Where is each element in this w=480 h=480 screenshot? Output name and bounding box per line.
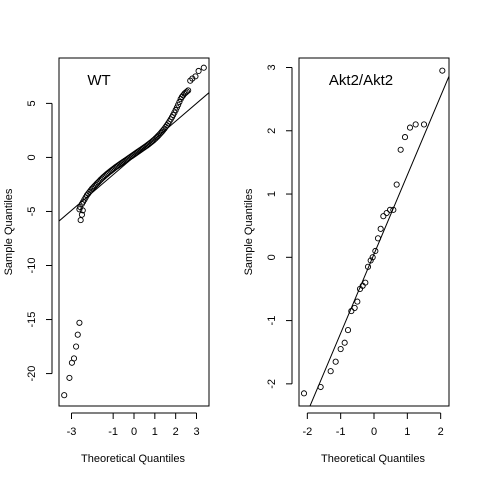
y-tick-label: 1 (266, 191, 278, 197)
data-point (77, 204, 84, 211)
x-tick-label: 2 (173, 426, 179, 438)
x-tick-label: 3 (193, 426, 199, 438)
data-point (412, 121, 419, 128)
data-point (175, 101, 182, 108)
data-point (354, 298, 361, 305)
data-point (337, 346, 344, 353)
data-point (386, 206, 394, 213)
y-tick-label: -10 (26, 258, 38, 274)
panel-2: -2 -1 0 1 2 -2 -1 0 1 2 3 Akt2/Akt2 Theoretical Quan… (243, 57, 450, 465)
data-point (317, 383, 324, 391)
plot-frame (58, 57, 210, 407)
data-point (367, 257, 374, 264)
data-point (300, 390, 308, 397)
data-point (377, 225, 384, 232)
data-point (185, 87, 192, 94)
data-point (348, 308, 355, 315)
y-tick-label: 0 (26, 154, 38, 160)
data-point (61, 392, 68, 399)
data-point (73, 343, 80, 350)
x-tick-label: 1 (152, 426, 158, 438)
y-tick-label: -1 (266, 316, 278, 326)
y-tick-label: -20 (26, 366, 38, 382)
data-point (390, 206, 397, 213)
x-tick-label: -1 (108, 426, 118, 438)
x-tick-label: 0 (131, 426, 137, 438)
x-axis-label: Theoretical Quantiles (81, 453, 185, 465)
x-tick-label: -2 (302, 426, 312, 438)
data-point (66, 374, 73, 381)
panel-title: Akt2/Akt2 (329, 72, 393, 89)
data-point (341, 339, 348, 346)
y-axis-label: Sample Quantiles (243, 188, 255, 275)
data-point (327, 368, 334, 375)
data-point (364, 263, 372, 270)
data-point (70, 355, 78, 362)
data-point (183, 88, 190, 95)
data-point (401, 134, 409, 141)
x-tick-label: -1 (336, 426, 346, 438)
data-point (369, 254, 376, 261)
data-point (420, 121, 428, 128)
data-point (406, 124, 414, 131)
data-point (397, 146, 404, 153)
data-point (78, 211, 85, 218)
data-point (383, 209, 390, 217)
data-point (393, 181, 400, 188)
y-tick-label: 2 (266, 128, 278, 134)
data-point (362, 279, 369, 286)
data-point (74, 331, 81, 338)
data-point (176, 98, 183, 106)
data-point (380, 213, 387, 220)
qq-reference-line (309, 75, 449, 406)
y-tick-label: 3 (266, 64, 278, 70)
data-point (439, 67, 446, 74)
data-point (195, 67, 202, 75)
data-point (200, 64, 207, 71)
data-point (372, 247, 379, 255)
y-tick-label: -2 (266, 379, 278, 389)
y-tick-label: -5 (26, 207, 38, 217)
y-tick-label: 0 (266, 254, 278, 260)
data-point (77, 217, 84, 224)
y-axis-label: Sample Quantiles (3, 188, 15, 275)
x-tick-label: 2 (438, 426, 444, 438)
data-point (192, 73, 199, 80)
panel-title: WT (87, 72, 110, 89)
data-point (374, 235, 382, 242)
data-point (344, 327, 352, 334)
x-tick-label: -3 (67, 426, 77, 438)
x-tick-label: 1 (404, 426, 410, 438)
x-tick-label: 0 (371, 426, 377, 438)
plot-frame (298, 57, 450, 407)
data-point (332, 358, 339, 365)
x-axis-label: Theoretical Quantiles (321, 453, 425, 465)
y-tick-label: 5 (26, 100, 38, 106)
data-point (76, 319, 83, 326)
y-tick-label: -15 (26, 312, 38, 328)
data-point (351, 304, 358, 311)
